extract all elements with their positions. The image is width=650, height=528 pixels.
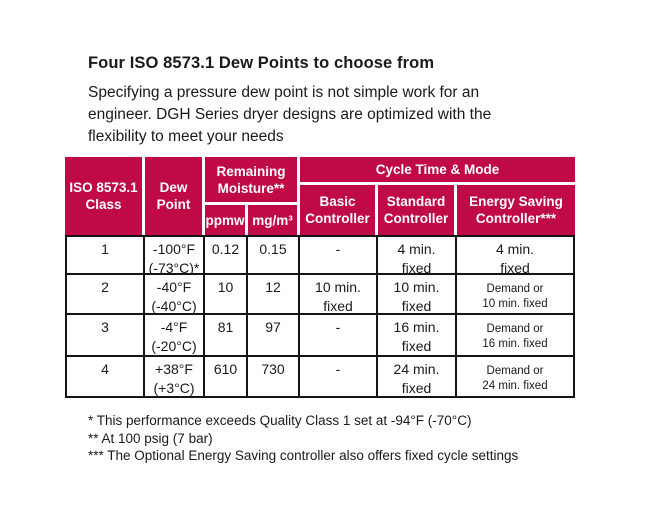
- footnote: * This performance exceeds Quality Class…: [88, 413, 472, 428]
- table-cell: 4: [65, 357, 145, 398]
- table-cell: -100°F (-73°C)*: [145, 235, 205, 276]
- table-cell: Demand or 16 min. fixed: [457, 315, 575, 357]
- table-cell: 0.15: [248, 235, 300, 275]
- footnotes: * This performance exceeds Quality Class…: [88, 412, 518, 465]
- intro-paragraph: Specifying a pressure dew point is not s…: [88, 84, 492, 145]
- table-cell: 81: [205, 315, 248, 357]
- table-cell: 12: [248, 275, 300, 315]
- table-cell: 10: [205, 275, 248, 315]
- header-cell-energy-saving-controller: Energy Saving Controller***: [457, 185, 575, 235]
- dew-point-table: ISO 8573.1 Class Dew Point Remaining Moi…: [65, 157, 575, 398]
- table-cell: 2: [65, 275, 145, 315]
- header-cell-ppmw: ppmw: [205, 205, 248, 235]
- table-cell: -: [300, 315, 378, 357]
- table-cell: 730: [248, 357, 300, 398]
- table-cell: -: [300, 235, 378, 275]
- header-cell-cycle-time-mode: Cycle Time & Mode: [300, 157, 575, 185]
- page-title: Four ISO 8573.1 Dew Points to choose fro…: [88, 54, 435, 72]
- table-cell: 3: [65, 315, 145, 357]
- header-cell-basic-controller: Basic Controller: [300, 185, 378, 235]
- header-cell-dew-point: Dew Point: [145, 157, 205, 235]
- table-cell: 10 min. fixed: [378, 275, 457, 315]
- table-cell: 10 min. fixed: [300, 275, 378, 315]
- table-cell: 97: [248, 315, 300, 357]
- header-cell-mgm3: mg/m³: [248, 205, 300, 235]
- table-cell: -: [300, 357, 378, 398]
- table-cell: 610: [205, 357, 248, 398]
- table-cell: 0.12: [205, 235, 248, 275]
- table-cell: +38°F (+3°C): [145, 357, 205, 398]
- header-cell-iso-class: ISO 8573.1 Class: [65, 157, 145, 235]
- footnote: *** The Optional Energy Saving controlle…: [88, 448, 519, 464]
- table-cell: 4 min. fixed: [457, 235, 575, 276]
- table-cell: -40°F (-40°C): [145, 275, 205, 315]
- table-cell: 1: [65, 235, 145, 275]
- table-cell: Demand or 24 min. fixed: [457, 357, 575, 398]
- header-cell-standard-controller: Standard Controller: [378, 185, 457, 235]
- table-cell: 24 min. fixed: [378, 357, 457, 398]
- table-cell: -4°F (-20°C): [145, 315, 205, 357]
- header-cell-remaining-moisture: Remaining Moisture**: [205, 157, 300, 205]
- footnote: ** At 100 psig (7 bar): [88, 430, 213, 446]
- table-cell: 16 min. fixed: [378, 315, 457, 357]
- table-cell: Demand or 10 min. fixed: [457, 275, 575, 315]
- table-cell: 4 min. fixed: [378, 235, 457, 276]
